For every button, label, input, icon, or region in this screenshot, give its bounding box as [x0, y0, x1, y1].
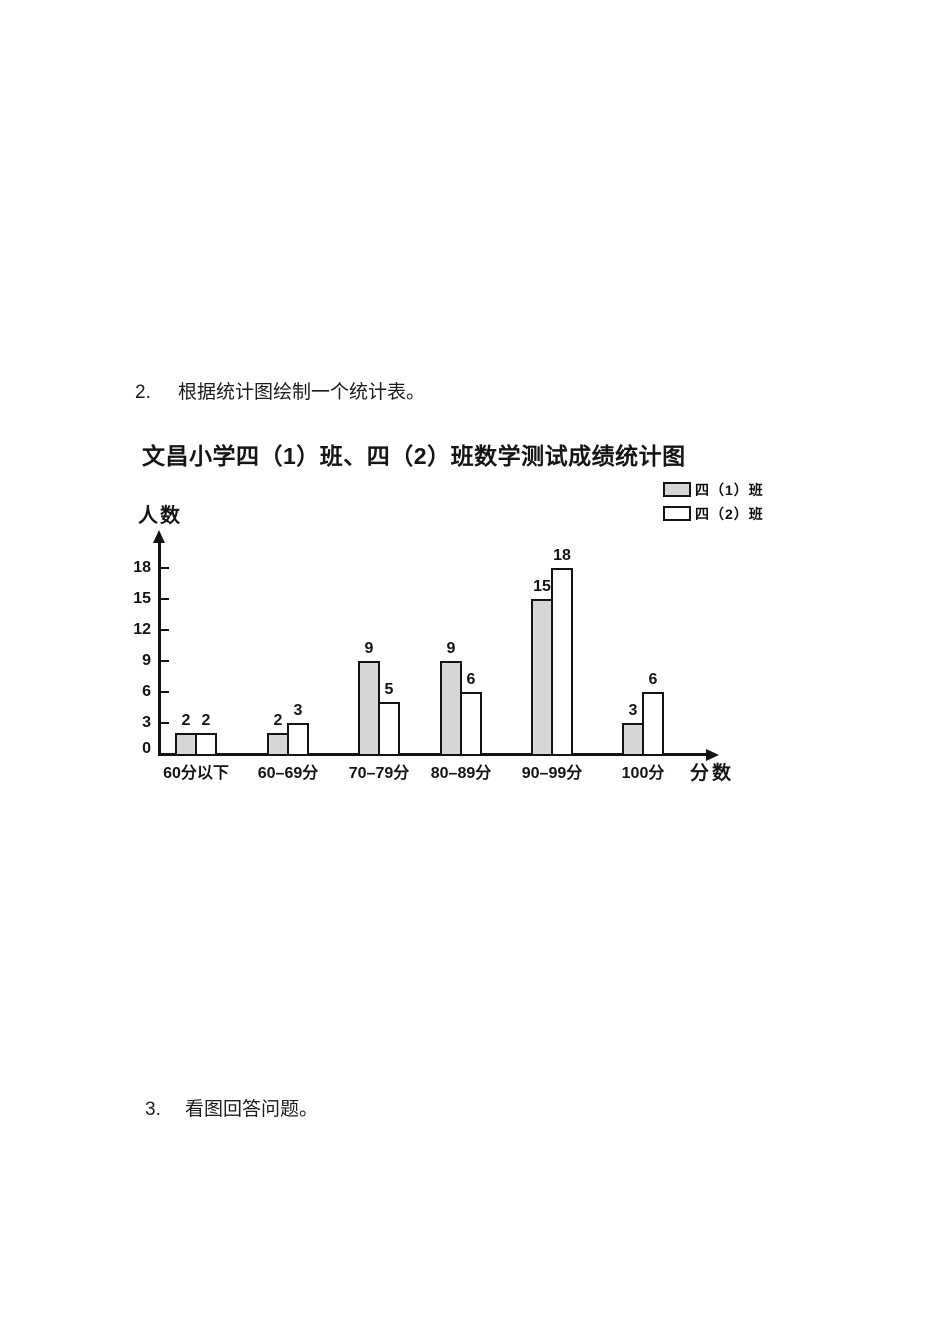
bar-class1	[175, 733, 197, 756]
bar-value-label: 2	[273, 712, 283, 730]
bar-class1	[358, 660, 380, 756]
legend-item-class2: 四（2）班	[663, 505, 764, 522]
y-tick-label: 0	[142, 740, 151, 757]
question-2-text: 根据统计图绘制一个统计表。	[178, 382, 426, 403]
bar-value-label: 9	[446, 639, 456, 657]
legend-swatch-class2	[663, 506, 691, 521]
category-label: 70–79分	[348, 765, 410, 782]
legend-item-class1: 四（1）班	[663, 481, 764, 498]
chart-legend: 四（1）班 四（2）班	[663, 481, 764, 522]
bar-class1	[531, 598, 553, 756]
bar-value-label: 2	[181, 712, 191, 730]
y-tick	[161, 659, 169, 662]
bar-value-label: 5	[384, 681, 394, 699]
bar-class2	[195, 733, 217, 756]
chart-title: 文昌小学四（1）班、四（2）班数学测试成绩统计图	[142, 443, 686, 469]
bar-value-label: 6	[466, 670, 476, 688]
y-axis-line	[158, 542, 161, 756]
question-3-line: 3. 看图回答问题。	[145, 1094, 318, 1121]
bar-class2	[378, 702, 400, 756]
x-axis-line	[158, 753, 708, 756]
bar-class2	[642, 691, 664, 756]
y-axis-title: 人数	[138, 505, 182, 527]
bar-class2	[460, 691, 482, 756]
y-tick-label: 18	[133, 558, 151, 576]
category-label: 90–99分	[521, 765, 583, 782]
bar-value-label: 15	[533, 577, 551, 595]
bar-class2	[287, 722, 309, 756]
legend-label-class2: 四（2）班	[695, 505, 764, 522]
y-tick	[161, 566, 169, 569]
category-label: 60–69分	[257, 765, 319, 782]
bar-value-label: 2	[201, 712, 211, 730]
bar-value-label: 18	[553, 546, 571, 564]
y-tick-label: 3	[142, 713, 151, 731]
y-tick	[161, 721, 169, 724]
y-tick	[161, 597, 169, 600]
bar-value-label: 9	[364, 639, 374, 657]
question-3-text: 看图回答问题。	[185, 1099, 319, 1120]
bar-value-label: 3	[628, 701, 638, 719]
legend-label-class1: 四（1）班	[695, 481, 764, 498]
category-label: 100分	[621, 765, 665, 782]
question-2-line: 2. 根据统计图绘制一个统计表。	[135, 377, 425, 404]
y-tick-label: 15	[133, 589, 151, 607]
y-tick-label: 12	[133, 620, 151, 638]
bar-class1	[622, 722, 644, 756]
legend-swatch-class1	[663, 482, 691, 497]
bar-class1	[440, 660, 462, 756]
bar-value-label: 3	[293, 701, 303, 719]
y-tick	[161, 628, 169, 631]
question-3-number: 3.	[145, 1099, 161, 1120]
y-tick	[161, 690, 169, 693]
category-label: 60分以下	[163, 765, 229, 782]
x-axis-arrow-icon	[706, 748, 719, 761]
y-tick-label: 6	[142, 682, 151, 700]
bar-class1	[267, 733, 289, 756]
bar-value-label: 6	[648, 670, 658, 688]
question-2-number: 2.	[135, 382, 151, 403]
category-label: 80–89分	[430, 765, 492, 782]
y-tick-label: 9	[142, 651, 151, 669]
x-axis-title: 分数	[690, 763, 735, 784]
y-axis-arrow-icon	[153, 530, 165, 543]
bar-class2	[551, 567, 573, 756]
